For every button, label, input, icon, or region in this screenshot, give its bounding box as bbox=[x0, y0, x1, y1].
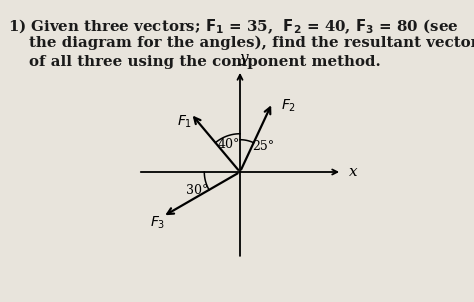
Text: $F_3$: $F_3$ bbox=[150, 214, 166, 231]
Text: of all three using the component method.: of all three using the component method. bbox=[8, 55, 381, 69]
Text: 1) Given three vectors; $\mathbf{F_1}$ = 35,  $\mathbf{F_2}$ = 40, $\mathbf{F_3}: 1) Given three vectors; $\mathbf{F_1}$ =… bbox=[8, 17, 458, 36]
Text: $F_2$: $F_2$ bbox=[281, 98, 296, 114]
Text: y: y bbox=[240, 51, 248, 65]
Text: 30°: 30° bbox=[186, 184, 209, 197]
Text: $F_1$: $F_1$ bbox=[177, 114, 192, 130]
Text: the diagram for the angles), find the resultant vector: the diagram for the angles), find the re… bbox=[8, 36, 474, 50]
Text: 25°: 25° bbox=[252, 140, 274, 153]
Text: 40°: 40° bbox=[218, 138, 240, 151]
Text: x: x bbox=[349, 165, 357, 179]
